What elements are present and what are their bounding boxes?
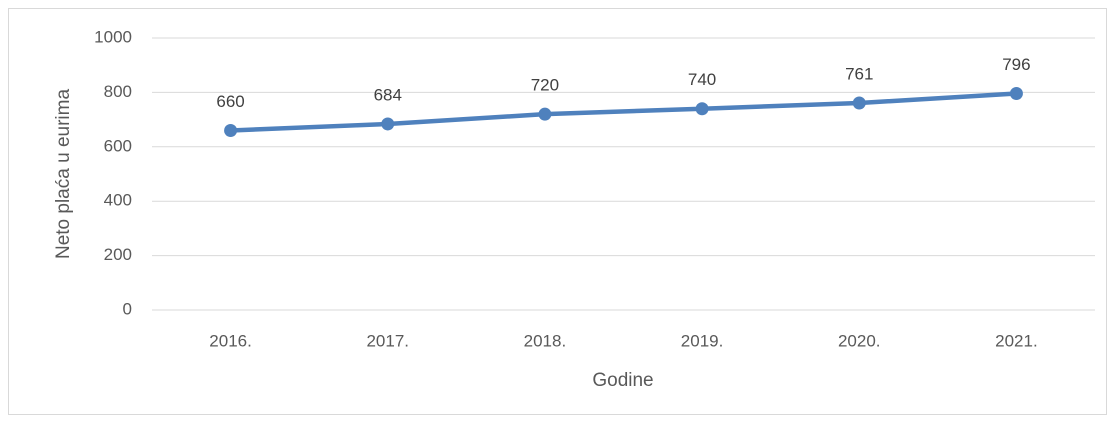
x-axis-title: Godine bbox=[592, 370, 653, 391]
data-label: 660 bbox=[216, 92, 244, 111]
x-tick-label: 2020. bbox=[838, 331, 881, 350]
x-tick-label: 2018. bbox=[524, 331, 567, 350]
x-tick-label: 2017. bbox=[366, 331, 409, 350]
data-label: 796 bbox=[1002, 55, 1030, 74]
data-label: 761 bbox=[845, 64, 873, 83]
y-tick-label: 600 bbox=[104, 136, 132, 155]
y-tick-label: 0 bbox=[123, 299, 132, 318]
data-line bbox=[230, 91, 1017, 133]
data-point bbox=[695, 102, 709, 116]
y-tick-label: 200 bbox=[104, 245, 132, 264]
data-point bbox=[1009, 86, 1023, 100]
data-point bbox=[852, 96, 866, 110]
x-tick-label: 2016. bbox=[209, 331, 252, 350]
x-tick-label: 2019. bbox=[681, 331, 724, 350]
y-tick-label: 1000 bbox=[94, 27, 132, 46]
y-tick-label: 400 bbox=[104, 191, 132, 210]
chart-frame bbox=[8, 8, 1107, 415]
data-point bbox=[224, 123, 238, 137]
y-axis-title: Neto plaća u eurima bbox=[53, 89, 74, 259]
data-label: 684 bbox=[374, 85, 402, 104]
data-label: 720 bbox=[531, 76, 559, 95]
x-tick-label: 2021. bbox=[995, 331, 1038, 350]
data-point bbox=[538, 107, 552, 121]
y-tick-label: 800 bbox=[104, 82, 132, 101]
data-label: 740 bbox=[688, 70, 716, 89]
data-point bbox=[381, 117, 395, 131]
